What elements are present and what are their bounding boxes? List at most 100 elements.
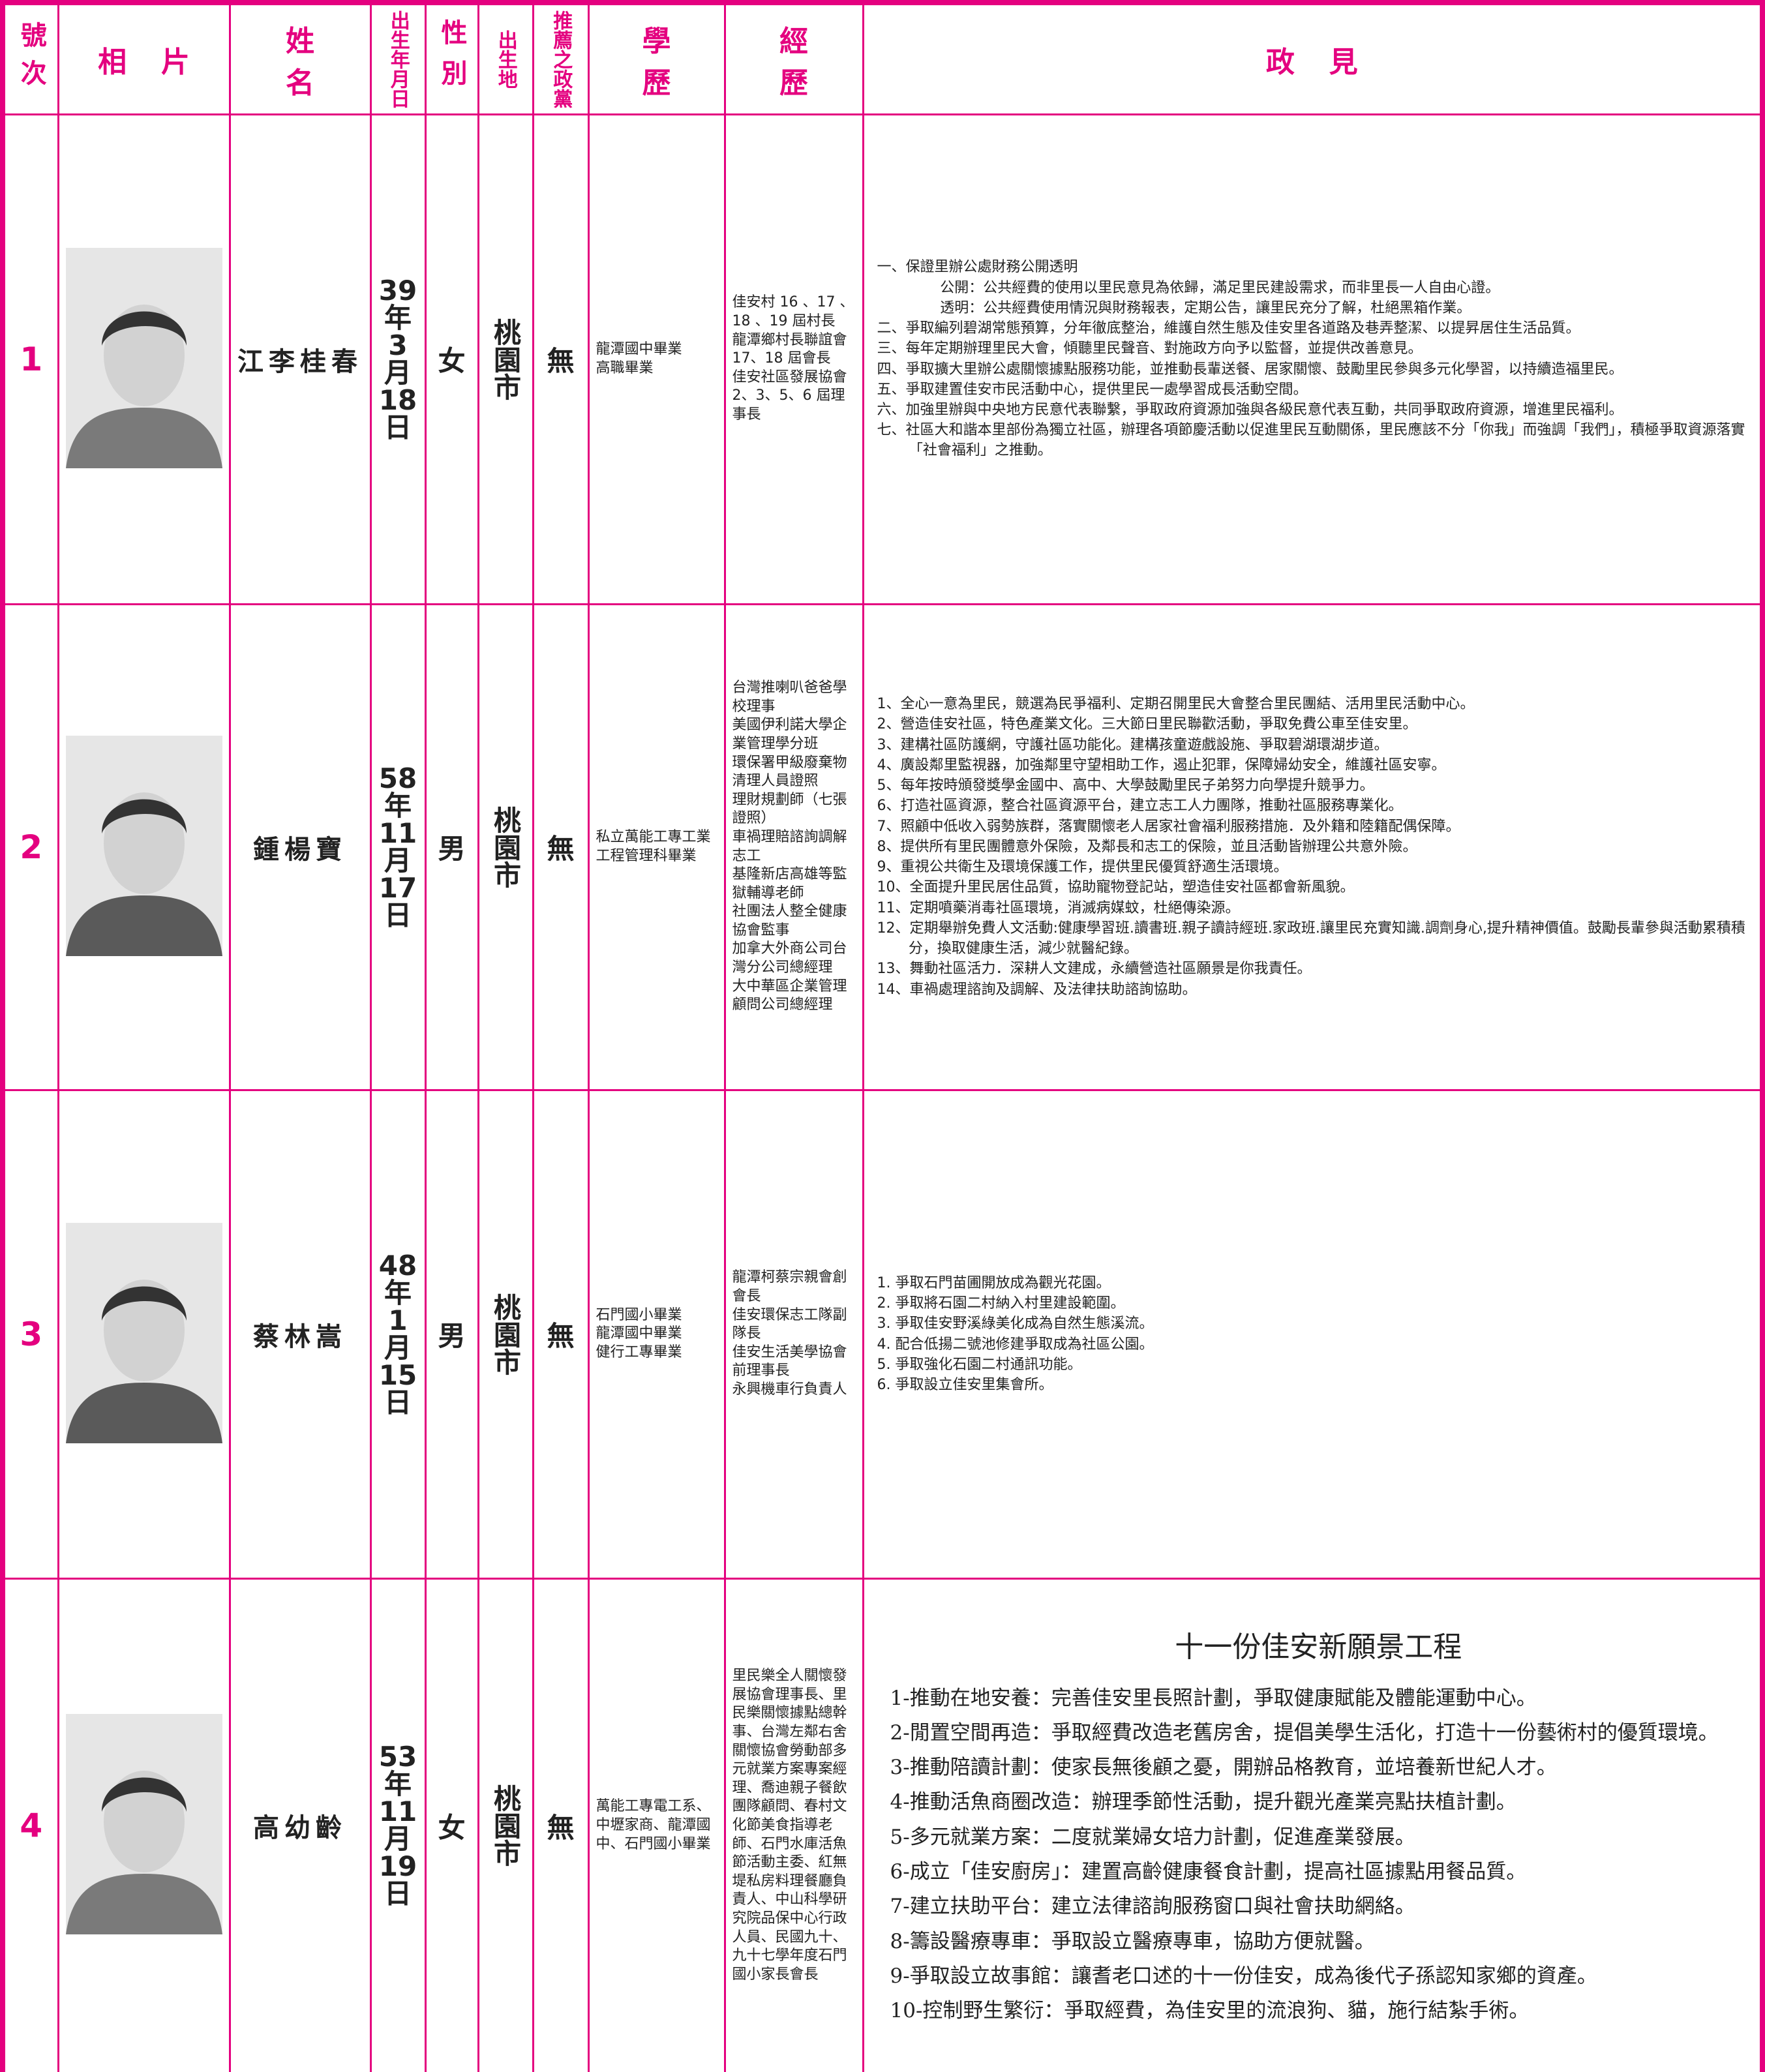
birth-part: 1 [388,1304,408,1336]
education-item: 高職畢業 [596,359,654,376]
header-cell: 學歷 [587,1,726,115]
candidate-number: 4 [1,1577,59,2072]
experience-item: 台灣推喇叭爸爸學校理事 [732,680,847,715]
platform-item: 10、全面提升里民居住品質，協助寵物登記站，塑造佳安社區都會新風貌。 [877,879,1355,896]
experience-item: 佳安環保志工隊副隊長 [732,1306,847,1342]
birth-part: 17 [378,871,417,904]
experience: 台灣推喇叭爸爸學校理事 美國伊利諾大學企業管理學分班 環保署甲級廢棄物清理人員證照理… [723,603,864,1091]
experience-item: 社團法人整全健康協會監事 [732,903,847,938]
photo-cell [57,1577,231,2072]
birth-part: 年 [384,789,412,822]
candidate-row: 2 鍾楊寶 58 年 11 月 17 日男桃園市無私立萬能工專工業工程管理科畢業 台灣推喇叭爸爸… [1,603,1764,1091]
platform-item: 四、爭取擴大里辦公處關懷據點服務功能，並推動長輩送餐、居家關懷、鼓勵里民參與多元… [877,361,1623,378]
platform-item: 4. 配合低揚二號池修建爭取成為社區公園。 [877,1336,1154,1353]
party: 無 [532,1089,590,1580]
platform-item: 7、照顧中低收入弱勢族群，落實關懷老人居家社會福利服務措施．及外籍和陸籍配偶保障… [877,818,1460,835]
photo-cell [57,113,231,605]
experience-item: 車禍理賠諮詢調解志工 [732,828,847,864]
platform-item: 4-推動活魚商圈改造：辦理季節性活動，提升觀光產業亮點扶植計劃。 [890,1790,1516,1814]
experience-item: 龍潭柯蔡宗親會創會長 [732,1269,847,1305]
header-text: 推薦之政黨 [549,10,573,108]
header-cell: 相片 [57,1,231,115]
birth-part: 年 [384,301,412,334]
education: 石門國小畢業 龍潭國中畢業 健行工專畢業 [587,1089,726,1580]
platform-item: 11、定期噴藥消毒社區環境，消滅病媒蚊，杜絕傳染源。 [877,899,1240,916]
birth-date: 58 年 11 月 17 日 [369,603,427,1091]
experience-item: 加拿大外商公司台灣分公司總經理 [732,940,847,976]
birth-part: 日 [384,1878,412,1910]
birth-part: 11 [378,817,417,849]
experience-item: 理財規劃師（七張證照） [732,791,847,827]
experience-item: 佳安生活美學協會前理事長 [732,1344,847,1379]
platform-item: 9-爭取設立故事館：讓耆老口述的十一份佳安，成為後代子孫認知家鄉的資產。 [890,1964,1597,1989]
header-cell: 推薦之政黨 [532,1,590,115]
education: 私立萬能工專工業工程管理科畢業 [587,603,726,1091]
platform-item: 3-推動陪讀計劃：使家長無後顧之憂，開辦品格教育，並培養新世紀人才。 [890,1756,1557,1780]
birthplace-text: 桃園市 [489,318,522,400]
platform-item: 2-閒置空間再造：爭取經費改造老舊房舍，提倡美學生活化，打造十一份藝術村的優質環… [890,1720,1719,1745]
platform-item: 8、提供所有里民團體意外保險，及鄰長和志工的保險，並且活動皆辦理公共意外險。 [877,838,1417,855]
birth-part: 月 [384,844,412,877]
birthplace: 桃園市 [477,113,534,605]
gender: 女 [424,1577,479,2072]
birth-part: 日 [384,411,412,443]
birth-date: 39 年 3 月 18 日 [369,113,427,605]
education: 萬能工專電工系、中壢家商、龍潭國中、石門國小畢業 [587,1577,726,2072]
header-text: 學歷 [642,24,706,100]
education-item: 健行工專畢業 [596,1344,682,1360]
header-cell: 號次 [1,1,59,115]
header-text: 相片 [98,45,224,79]
birth-part: 月 [384,1331,412,1364]
candidate-name: 高幼齡 [228,1577,372,2072]
platform-item: 14、車禍處理諮詢及調解、及法律扶助諮詢協助。 [877,981,1197,998]
platform-detail: 透明：公共經費使用情況與財務報表，定期公告，讓里民充分了解，杜絕黑箱作業。 [940,299,1471,316]
candidate-row: 4 高幼齡 53 年 11 月 19 日女桃園市無萬能工專電工系、中壢家商、龍潭國中、石門國小… [1,1577,1764,2072]
gender: 男 [424,1089,479,1580]
header-row: 號次 相片 姓名 出生年月日 性別 出生地 推薦之政黨 學歷 經歷 政見 [1,1,1764,115]
platform-item: 5. 爭取強化石園二村通訊功能。 [877,1356,1082,1373]
birth-part: 日 [384,899,412,931]
experience-item: 佳安社區發展協會 2、3、5、6 屆理事長 [732,368,847,423]
candidate-name: 鍾楊寶 [228,603,372,1091]
birthplace: 桃園市 [477,603,534,1091]
candidate-row: 1 江李桂春 39 年 3 月 18 日女桃園市無龍潭國中畢業 高職畢業 佳安村 16 、17 、… [1,113,1764,605]
header-text: 出生地 [494,29,517,89]
experience-item: 龍潭鄉村長聯誼會 17、18 屆會長 [732,331,847,367]
platform-item: 6、打造社區資源，整合社區資源平台，建立志工人力團隊，推動社區服務專業化。 [877,798,1403,815]
birthplace: 桃園市 [477,1577,534,2072]
candidate-number: 2 [1,603,59,1091]
header-text: 出生年月日 [386,10,410,108]
header-text: 姓名 [285,24,349,100]
education-item: 龍潭國中畢業 [596,1325,682,1342]
platform: 1、全心一意為里民，競選為民爭福利、定期召開里民大會整合里民團結、活用里民活動中… [862,603,1764,1091]
birth-part: 48 [378,1249,417,1282]
birth-part: 月 [384,356,412,389]
birth-part: 年 [384,1768,412,1801]
platform-item: 10-控制野生繁衍：爭取經費，為佳安里的流浪狗、貓，施行結紮手術。 [890,1999,1530,2023]
platform-item: 8-籌設醫療專車：爭取設立醫療專車，協助方便就醫。 [890,1929,1375,1953]
platform-item: 5、每年按時頒發獎學金國中、高中、大學鼓勵里民子弟努力向學提升競爭力。 [877,777,1374,794]
birth-part: 58 [378,762,417,794]
header-text: 性別 [436,18,468,100]
platform-item: 9、重視公共衛生及環境保護工作，提供里民優質舒適生活環境。 [877,859,1288,876]
platform-item: 五、爭取建置佳安市民活動中心，提供里民一處學習成長活動空間。 [877,381,1308,398]
platform-item: 5-多元就業方案：二度就業婦女培力計劃，促進產業發展。 [890,1825,1415,1849]
platform-item: 3、建構社區防護網，守護社區功能化。建構孩童遊戲設施、爭取碧湖環湖步道。 [877,736,1389,753]
platform-item: 13、舞動社區活力．深耕人文建成，永續營造社區願景是你我責任。 [877,961,1312,978]
experience-item: 佳安村 16 、17 、18 、19 屆村長 [732,294,854,330]
candidate-photo [65,1222,222,1443]
party: 無 [532,603,590,1091]
platform-item: 一、保證里辦公處財務公開透明 [877,259,1078,276]
platform-item: 2、營造佳安社區，特色產業文化。三大節日里民聯歡活動，爭取免費公車至佳安里。 [877,716,1417,733]
birth-part: 19 [378,1850,417,1883]
candidate-photo [65,247,222,468]
education-item: 石門國小畢業 [596,1306,682,1323]
platform-item: 4、廣設鄰里監視器，加強鄰里守望相助工作，遏止犯罪，保障婦幼安全，維護社區安寧。 [877,757,1446,773]
gender: 女 [424,113,479,605]
header-cell: 出生地 [477,1,534,115]
platform-item: 1-推動在地安養：完善佳安里長照計劃，爭取健康賦能及體能運動中心。 [890,1686,1537,1710]
gender: 男 [424,603,479,1091]
education: 龍潭國中畢業 高職畢業 [587,113,726,605]
experience-item: 美國伊利諾大學企業管理學分班 [732,717,847,752]
